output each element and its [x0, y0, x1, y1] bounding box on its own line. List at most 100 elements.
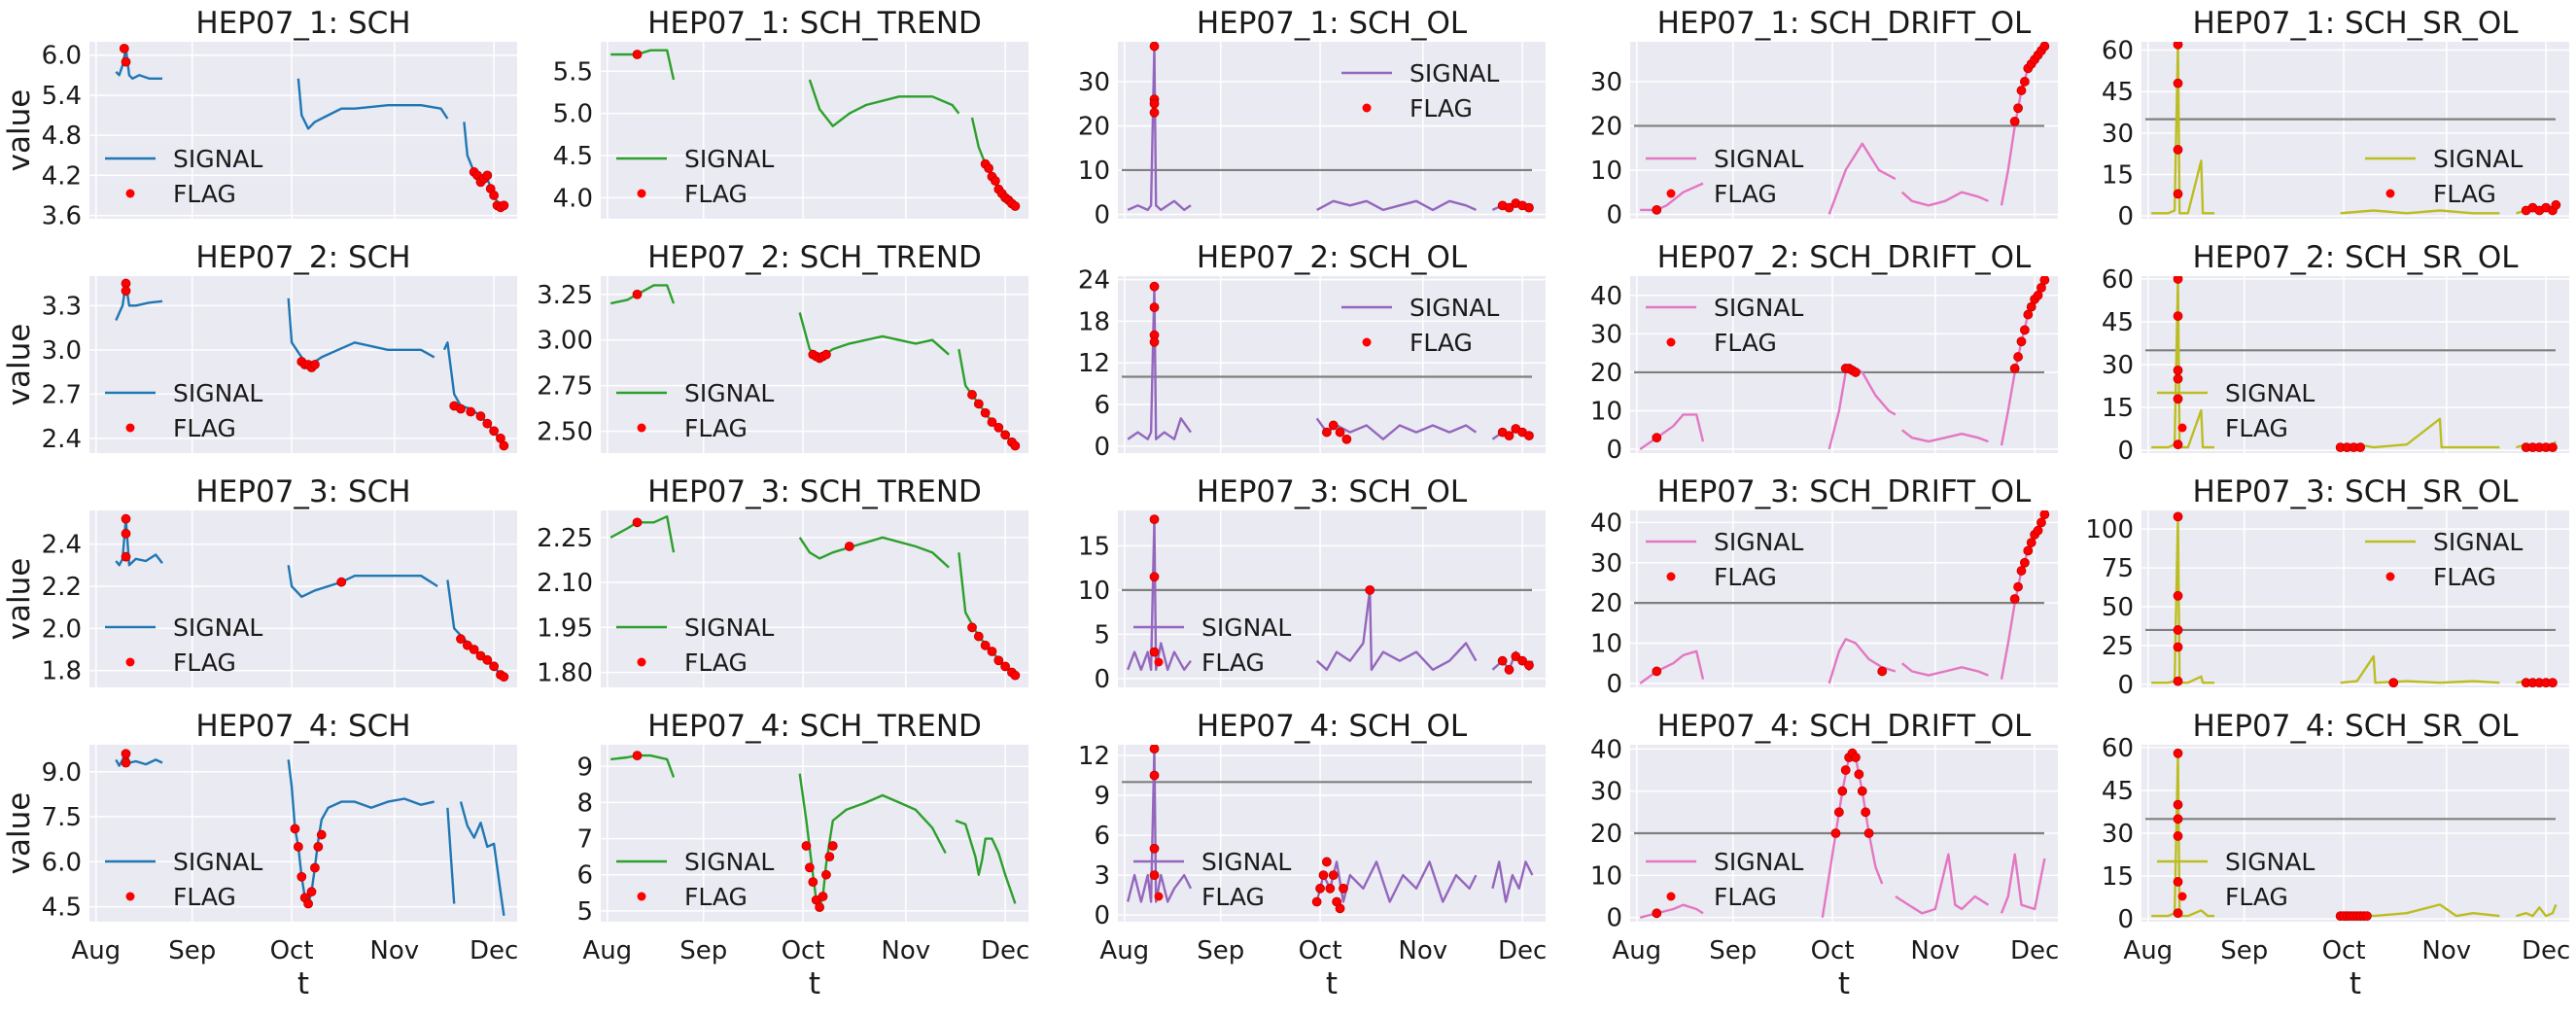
flag-point: [2173, 642, 2183, 652]
y-tick-label: 2.0: [42, 614, 82, 644]
legend-signal-label: SIGNAL: [1714, 848, 1803, 876]
y-tick-label: 2.4: [42, 531, 82, 560]
y-tick-label: 15: [2102, 394, 2134, 423]
chart-panel-2: 4.0 4.5 5.0 5.5 HEP07_1: SCH_TREND SIGNAL FLAG: [553, 6, 1028, 219]
flag-point: [1315, 883, 1325, 894]
flag-point: [1335, 427, 1345, 438]
signal-series-line: [287, 565, 438, 598]
flag-point: [2173, 311, 2183, 321]
flag-point: [2173, 799, 2183, 810]
chart-panel-18: 0 3 6 9 12 Aug Sep Oct Nov Dec t HEP07_4: SCH_OL SIG…: [1078, 709, 1547, 1001]
flag-point: [310, 862, 320, 873]
legend-flag-swatch: [1362, 103, 1372, 113]
y-tick-label: 9: [576, 753, 593, 782]
signal-series-line: [2151, 43, 2214, 215]
y-axis-label: value: [2, 558, 37, 641]
chart-title: HEP07_3: SCH_DRIFT_OL: [1657, 474, 2032, 509]
flag-point: [1010, 201, 1021, 211]
signal-series-line: [2340, 209, 2500, 215]
flag-point: [303, 898, 314, 909]
x-tick-label: Nov: [1398, 936, 1447, 965]
flag-point: [2173, 625, 2183, 635]
chart-panel-10: 0 15 30 45 60 HEP07_2: SCH_SR_OL SIGNAL FLAG: [2102, 240, 2569, 466]
flag-point: [121, 513, 131, 524]
y-tick-label: 30: [1078, 68, 1110, 97]
flag-point: [993, 422, 1004, 433]
flag-point: [499, 672, 509, 683]
y-tick-label: 20: [1590, 359, 1622, 388]
chart-title: HEP07_3: SCH_OL: [1197, 474, 1468, 509]
y-tick-label: 60: [2102, 265, 2134, 295]
chart-title: HEP07_4: SCH: [195, 709, 410, 744]
legend: SIGNAL FLAG: [1646, 848, 1803, 911]
plot-content: [610, 751, 1017, 913]
chart-title: HEP07_4: SCH_SR_OL: [2192, 709, 2519, 744]
legend-signal-label: SIGNAL: [1410, 59, 1499, 88]
legend-flag-swatch: [2385, 189, 2395, 198]
y-tick-label: 25: [2102, 632, 2134, 661]
flag-point: [489, 661, 500, 672]
flag-point: [1517, 655, 1528, 666]
flag-point: [1149, 770, 1160, 781]
y-tick-label: 60: [2102, 37, 2134, 66]
legend-flag-swatch: [637, 423, 646, 433]
flag-point: [967, 622, 977, 633]
y-tick-label: 0: [2117, 437, 2134, 466]
plot-area: [601, 276, 1028, 453]
legend-flag-swatch: [125, 892, 135, 901]
legend-flag-swatch: [1666, 892, 1676, 901]
x-axis-label: t: [2350, 966, 2361, 1001]
y-tick-label: 40: [1590, 508, 1622, 538]
chart-panel-17: 5 6 7 8 9 Aug Sep Oct Nov Dec t HEP07_4: SCH_TREND S…: [576, 709, 1029, 1001]
chart-title: HEP07_1: SCH_DRIFT_OL: [1657, 6, 2032, 41]
y-tick-label: 3.25: [537, 281, 593, 310]
x-tick-label: Dec: [2522, 936, 2570, 965]
flag-point: [462, 640, 472, 650]
signal-series-line: [2516, 903, 2558, 918]
chart-title: HEP07_2: SCH_OL: [1197, 240, 1468, 275]
x-tick-label: Oct: [2322, 936, 2366, 965]
chart-title: HEP07_2: SCH_TREND: [647, 240, 982, 275]
flag-point: [2362, 911, 2372, 922]
x-tick-label: Aug: [1612, 936, 1661, 965]
flag-point: [2013, 352, 2023, 362]
flag-point: [1010, 670, 1021, 681]
y-tick-label: 20: [1590, 112, 1622, 141]
chart-panel-19: 0 10 20 30 40 Aug Sep Oct Nov Dec t HEP07_4: SCH_DR…: [1590, 709, 2059, 1001]
signal-series-line: [115, 517, 163, 567]
legend: SIGNAL FLAG: [105, 614, 262, 677]
legend-flag-label: FLAG: [1714, 563, 1777, 591]
legend: SIGNAL FLAG: [1646, 145, 1803, 208]
x-tick-label: Oct: [270, 936, 314, 965]
legend-flag-swatch: [1154, 892, 1164, 901]
legend: SIGNAL FLAG: [616, 379, 774, 442]
plot-area: [1118, 745, 1546, 922]
flag-point: [499, 440, 509, 451]
y-tick-label: 20: [1078, 112, 1110, 141]
signal-series-line: [1895, 853, 1990, 915]
flag-point: [1149, 647, 1160, 657]
flag-point: [1149, 336, 1160, 347]
chart-panel-15: 0 25 50 75 100 HEP07_3: SCH_SR_OL SIGNAL FLAG: [2085, 474, 2569, 700]
y-tick-label: 4.8: [42, 122, 82, 151]
flag-point: [316, 829, 327, 840]
y-tick-label: 2.25: [537, 524, 593, 553]
plot-content: [1122, 281, 1534, 444]
y-tick-label: 9: [1094, 782, 1110, 811]
flag-point: [121, 56, 131, 67]
flag-point: [993, 655, 1004, 666]
y-tick-label: 0: [2117, 671, 2134, 700]
flag-point: [827, 841, 838, 851]
flag-point: [632, 751, 643, 761]
legend-flag-label: FLAG: [1714, 883, 1777, 911]
chart-panel-20: 0 15 30 45 60 Aug Sep Oct Nov Dec t HEP07_4: SCH_SR…: [2102, 709, 2570, 1001]
legend: SIGNAL FLAG: [1133, 848, 1291, 911]
flag-point: [475, 650, 486, 661]
legend: SIGNAL FLAG: [2365, 528, 2523, 591]
chart-panel-7: 2.50 2.75 3.00 3.25 HEP07_2: SCH_TREND SIGNAL…: [537, 240, 1028, 453]
y-tick-label: 30: [1590, 549, 1622, 579]
signal-series-line: [1127, 747, 1193, 903]
flag-point: [1830, 828, 1841, 838]
flag-point: [1854, 769, 1864, 780]
flag-point: [121, 286, 131, 297]
